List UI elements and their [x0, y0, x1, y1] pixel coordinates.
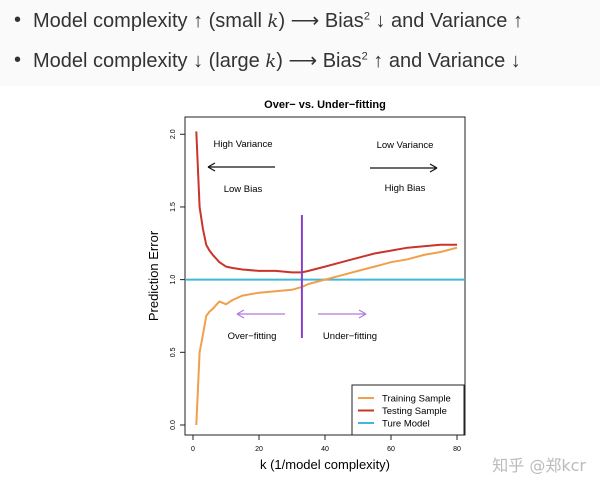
arrow-left-top-head — [207, 162, 216, 172]
x-tick-label: 0 — [191, 446, 195, 453]
y-tick-label: 0.5 — [170, 347, 177, 357]
annotation-under-fitting: Under−fitting — [323, 331, 377, 342]
annotation-high-bias: High Bias — [385, 183, 426, 194]
bullet-line-1: • Model complexity ↑ (small k) ⟶ Bias2 ↓… — [14, 8, 523, 33]
bullet-text-1: Model complexity ↑ (small k) ⟶ Bias2 ↓ a… — [33, 10, 523, 32]
bullet-text-2: Model complexity ↓ (large k) ⟶ Bias2 ↑ a… — [33, 50, 521, 72]
arrow-right-lower-head — [358, 309, 367, 319]
annotation-over-fitting: Over−fitting — [228, 331, 277, 342]
series-line-testing-sample — [195, 131, 457, 274]
annotation-high-variance: High Variance — [214, 139, 273, 150]
x-axis-label: k (1/model complexity) — [260, 457, 390, 472]
arrow-left-lower-head — [236, 309, 245, 319]
annotation-low-variance: Low Variance — [377, 140, 434, 151]
bullet-line-2: • Model complexity ↓ (large k) ⟶ Bias2 ↑… — [14, 48, 521, 73]
x-tick-label: 40 — [321, 446, 329, 453]
watermark: 知乎 @郑kcr — [492, 456, 586, 475]
annotation-low-bias: Low Bias — [224, 184, 263, 195]
bullet-dot: • — [14, 49, 22, 71]
legend-label: Ture Model — [382, 419, 430, 430]
x-tick-label: 20 — [255, 446, 263, 453]
legend-label: Testing Sample — [382, 406, 447, 417]
bullet-dot: • — [14, 9, 22, 31]
x-tick-label: 60 — [387, 446, 395, 453]
arrow-right-top-head — [429, 163, 438, 173]
y-axis-label: Prediction Error — [146, 230, 161, 321]
y-tick-label: 1.0 — [170, 275, 177, 285]
y-tick-label: 0.0 — [170, 420, 177, 430]
series-line-training-sample — [195, 246, 458, 426]
legend-label: Training Sample — [382, 394, 451, 405]
chart-title: Over− vs. Under−fitting — [264, 99, 386, 111]
x-tick-label: 80 — [453, 446, 461, 453]
y-tick-label: 2.0 — [170, 129, 177, 139]
y-tick-label: 1.5 — [170, 202, 177, 212]
